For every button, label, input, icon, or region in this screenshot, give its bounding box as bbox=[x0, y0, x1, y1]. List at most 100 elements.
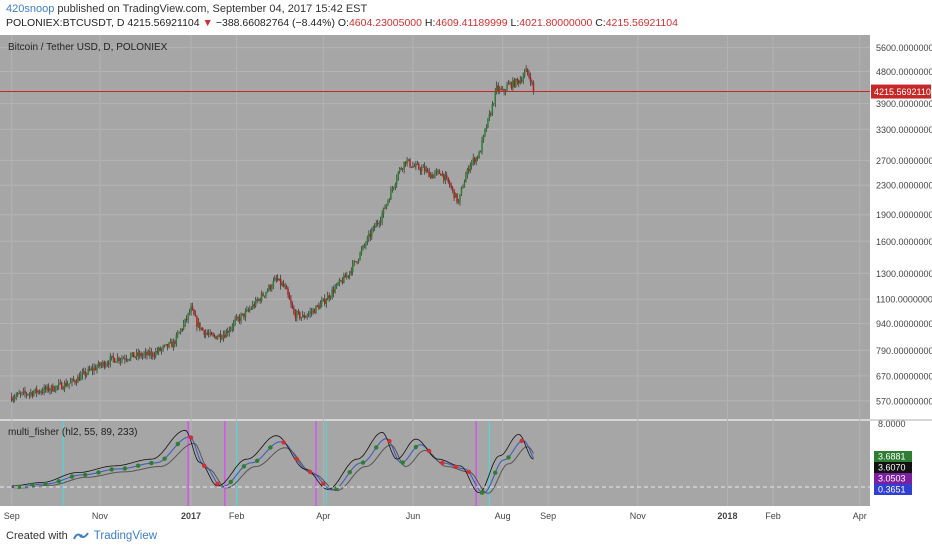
candle-body bbox=[438, 170, 441, 174]
candle-body bbox=[382, 207, 385, 215]
time-tick-label: Sep bbox=[4, 511, 20, 521]
candle-body bbox=[435, 171, 438, 173]
candle-body bbox=[93, 367, 95, 371]
time-tick-label: Apr bbox=[853, 511, 867, 521]
fisher-up-marker bbox=[374, 445, 379, 450]
candle-body bbox=[407, 159, 410, 161]
candle-body bbox=[447, 177, 449, 183]
candle-body bbox=[249, 308, 251, 311]
author-link[interactable]: 420snoop bbox=[6, 3, 55, 15]
candle-body bbox=[202, 328, 204, 331]
candle-body bbox=[313, 309, 316, 314]
candle-body bbox=[180, 329, 182, 333]
candle-body bbox=[105, 364, 107, 367]
candle-body bbox=[275, 278, 278, 280]
created-with-text: Created with bbox=[6, 530, 68, 542]
candle-body bbox=[434, 172, 436, 175]
candle-body bbox=[102, 361, 104, 365]
low-value: 4021.80000000 bbox=[519, 17, 593, 29]
candle-body bbox=[227, 330, 229, 333]
price-tick-label: 3900.00000000 bbox=[876, 99, 932, 109]
candle-body bbox=[510, 82, 513, 88]
candle-body bbox=[207, 333, 210, 335]
candle-body bbox=[356, 261, 358, 263]
indicator-tick-label: 8.0000 bbox=[878, 419, 906, 429]
candle-body bbox=[404, 161, 407, 164]
candle-body bbox=[369, 233, 372, 237]
candle-body bbox=[497, 85, 499, 91]
candle-body bbox=[321, 300, 323, 304]
candle-body bbox=[446, 175, 448, 178]
candle-body bbox=[465, 175, 467, 183]
candle-body bbox=[429, 174, 432, 178]
candle-body bbox=[393, 187, 395, 189]
candle-body bbox=[206, 332, 208, 334]
candle-body bbox=[365, 243, 367, 246]
candle-body bbox=[112, 355, 114, 359]
candle-body bbox=[240, 314, 242, 321]
candle-body bbox=[500, 88, 502, 90]
candle-body bbox=[351, 263, 354, 273]
candle-body bbox=[28, 393, 31, 395]
fisher-up-marker bbox=[400, 460, 405, 465]
open-value: 4604.23005000 bbox=[348, 17, 422, 29]
footer: Created with TradingView bbox=[6, 530, 157, 542]
candle-body bbox=[191, 306, 194, 310]
candle-body bbox=[318, 305, 320, 309]
candle-body bbox=[282, 283, 285, 287]
candle-body bbox=[69, 381, 72, 384]
candle-body bbox=[49, 389, 51, 392]
candle-body bbox=[21, 392, 23, 394]
fisher-up-marker bbox=[162, 456, 167, 461]
candle-body bbox=[498, 88, 501, 91]
candle-body bbox=[406, 160, 408, 164]
fisher-up-marker bbox=[479, 490, 485, 495]
candle-body bbox=[19, 393, 22, 395]
candle-body bbox=[253, 304, 255, 307]
price-axis[interactable]: 5600.00000000 4800.00000000 3900.00000000 3… bbox=[870, 35, 932, 419]
price-tick-label: 1900.00000000 bbox=[876, 210, 932, 220]
candle-body bbox=[190, 306, 192, 313]
candle-body bbox=[263, 295, 266, 297]
candle-body bbox=[532, 82, 535, 92]
candle-body bbox=[147, 350, 150, 356]
candle-body bbox=[168, 342, 170, 348]
candle-body bbox=[297, 311, 300, 313]
candle-body bbox=[166, 343, 169, 348]
candle-body bbox=[324, 298, 326, 304]
candle-body bbox=[487, 118, 489, 128]
candle-body bbox=[281, 283, 283, 286]
candle-body bbox=[97, 362, 100, 367]
candle-body bbox=[326, 295, 329, 301]
indicator-title: multi_fisher (hl2, 55, 89, 233) bbox=[8, 427, 138, 438]
candle-body bbox=[277, 278, 279, 281]
candle-body bbox=[531, 81, 533, 83]
tradingview-brand[interactable]: TradingView bbox=[93, 530, 158, 542]
price-tick-label: 5600.00000000 bbox=[876, 43, 932, 53]
candle-body bbox=[252, 304, 254, 309]
price-tick-label: 790.00000000 bbox=[876, 346, 932, 356]
candle-body bbox=[243, 313, 245, 318]
candle-body bbox=[83, 371, 85, 373]
fisher-up-marker bbox=[175, 441, 181, 447]
time-axis[interactable]: Sep Nov 2017 Feb Apr Jun Aug Sep Nov 2018 Feb Apr bbox=[0, 506, 932, 526]
chart-canvas[interactable]: Bitcoin / Tether USD, D, POLONIEX multi_… bbox=[0, 35, 932, 527]
candle-body bbox=[459, 194, 461, 202]
candle-body bbox=[181, 329, 183, 331]
candle-body bbox=[199, 322, 201, 330]
symbol-label: POLONIEX:BTCUSDT, D bbox=[6, 17, 125, 29]
candle-body bbox=[415, 163, 417, 167]
candle-body bbox=[215, 336, 217, 340]
candle-body bbox=[85, 373, 88, 376]
time-tick-label: Feb bbox=[229, 511, 245, 521]
candle-body bbox=[184, 318, 186, 324]
candle-body bbox=[525, 68, 527, 72]
candle-body bbox=[260, 293, 263, 301]
indicator-value-badge bbox=[874, 473, 912, 484]
chart-title: Bitcoin / Tether USD, D, POLONIEX bbox=[8, 42, 168, 53]
candle-body bbox=[94, 367, 97, 370]
time-tick-label: Jun bbox=[406, 511, 421, 521]
candle-body bbox=[140, 353, 142, 357]
candle-body bbox=[74, 380, 76, 383]
